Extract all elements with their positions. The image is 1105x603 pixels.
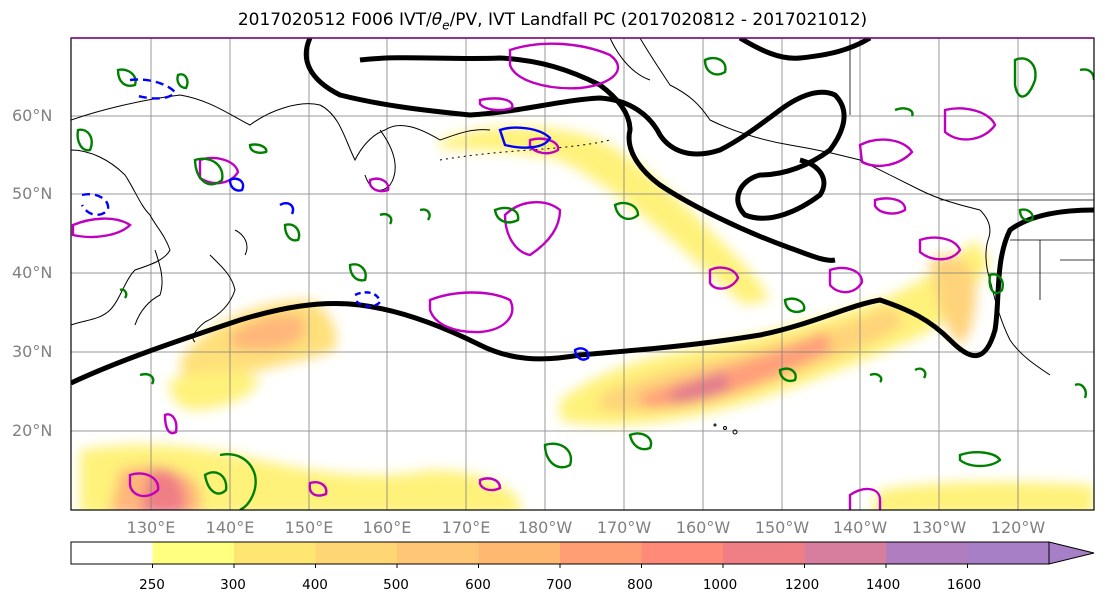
colorbar-segment [641,542,724,564]
colorbar-tick-400: 400 [302,577,328,593]
lat-label-20n: 20°N [12,421,53,440]
map-title: 2017020512 F006 IVT/θe/PV, IVT Landfall … [0,10,1105,32]
lon-label-150w: 150°W [754,518,810,537]
political-borders [849,38,1094,300]
title-suffix: /PV, IVT Landfall PC (2017020812 - 20170… [449,10,868,30]
gridlines [71,38,1094,510]
colorbar-tick-300: 300 [220,577,246,593]
theta-e-contours [71,38,1094,386]
lon-label-150e: 150°E [284,518,334,537]
lon-label-140w: 140°W [832,518,888,537]
lon-label-160w: 160°W [675,518,731,537]
colorbar-segment [234,542,316,564]
colorbar-segment [71,542,153,564]
lon-label-120w: 120°W [990,518,1046,537]
colorbar-segment [152,542,235,564]
colorbar-segment [967,542,1050,564]
colorbar-segment [560,542,642,564]
title-theta-sub: e [442,18,450,33]
pv-contours [71,42,997,510]
lon-label-170e: 170°E [441,518,491,537]
lon-label-160e: 160°E [362,518,412,537]
colorbar-segment [397,542,479,564]
colorbar-extend-arrow [1048,541,1095,565]
lat-label-30n: 30°N [12,342,53,361]
colorbar-tick-500: 500 [383,577,409,593]
colorbar-segment [723,542,805,564]
colorbar-tick-1200: 1200 [784,577,820,593]
colorbar-tick-700: 700 [546,577,572,593]
lon-label-130w: 130°W [911,518,967,537]
blue-contours [80,78,590,361]
colorbar-tick-1400: 1400 [865,577,901,593]
colorbar-segment [478,542,561,564]
lon-label-180w: 180°W [517,518,573,537]
colorbar-segment [315,542,398,564]
lat-label-50n: 50°N [12,184,53,203]
colorbar-tick-1600: 1600 [946,577,982,593]
title-theta: θ [431,10,443,30]
lat-label-40n: 40°N [12,263,53,282]
lon-label-170w: 170°W [596,518,652,537]
colorbar-tick-800: 800 [627,577,653,593]
colorbar-tick-1000: 1000 [702,577,738,593]
title-prefix: 2017020512 F006 IVT/ [237,10,432,30]
lon-label-140e: 140°E [205,518,255,537]
green-contours [76,56,1094,510]
colorbar-segment [804,542,887,564]
lon-label-130e: 130°E [126,518,176,537]
lat-label-60n: 60°N [12,106,53,125]
colorbar [70,541,1095,568]
colorbar-tick-600: 600 [465,577,491,593]
colorbar-segment [886,542,968,564]
colorbar-tick-250: 250 [139,577,165,593]
